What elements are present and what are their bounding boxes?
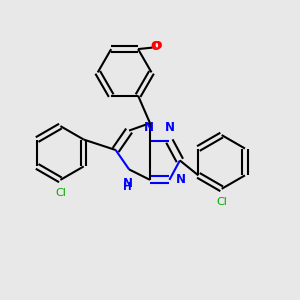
Text: H: H	[123, 182, 132, 192]
Text: Cl: Cl	[216, 197, 227, 207]
Text: N: N	[123, 177, 133, 190]
Text: N: N	[165, 122, 175, 134]
Text: Cl: Cl	[55, 188, 66, 198]
Text: O: O	[150, 40, 160, 53]
Text: O: O	[153, 41, 162, 51]
Text: N: N	[176, 173, 186, 186]
Text: N: N	[144, 122, 154, 134]
